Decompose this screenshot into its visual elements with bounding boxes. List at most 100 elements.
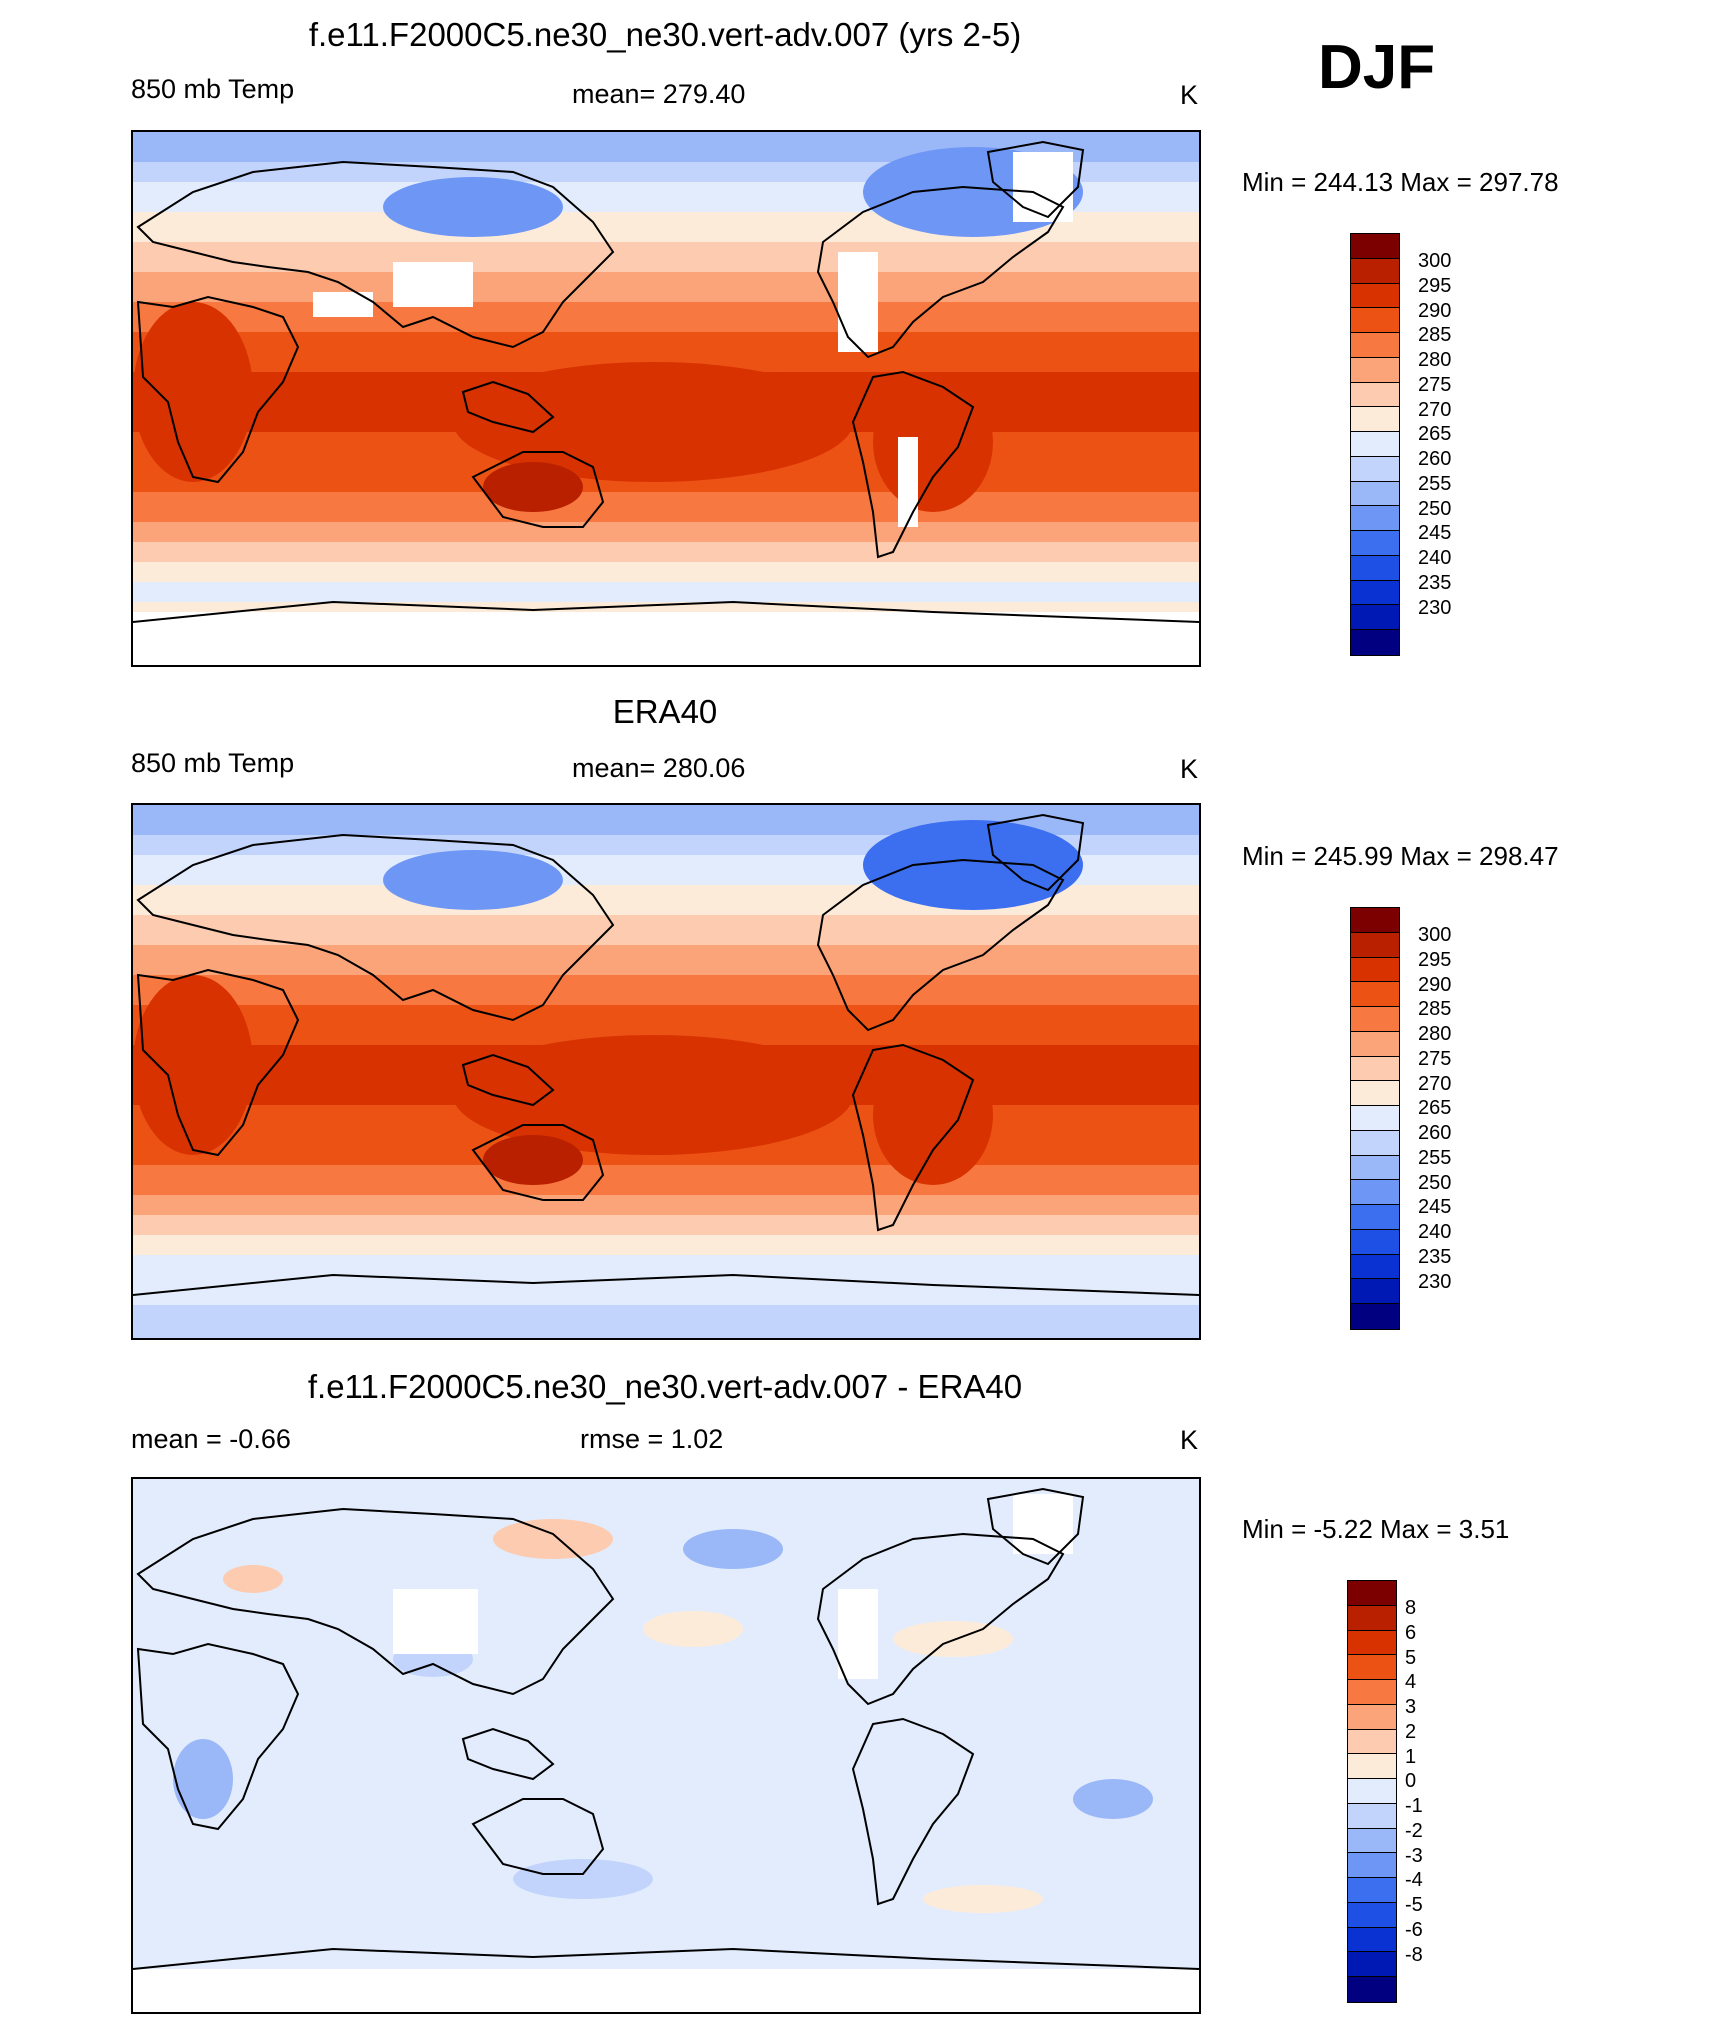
colorbar-swatch — [1351, 605, 1399, 630]
colorbar-tick-label: 290 — [1418, 299, 1452, 322]
colorbar-swatch — [1351, 1279, 1399, 1304]
panel-1-map — [131, 130, 1201, 667]
colorbar-swatch — [1348, 1853, 1396, 1878]
colorbar-swatch — [1348, 1704, 1396, 1730]
colorbar-tick-label: 245 — [1418, 1196, 1452, 1219]
colorbar-tick-label: 285 — [1418, 324, 1452, 347]
colorbar-swatch — [1348, 1803, 1396, 1829]
colorbar-tick-label: 270 — [1418, 398, 1452, 421]
colorbar-tick-label: 255 — [1418, 472, 1452, 495]
panel-2-title: ERA40 — [612, 693, 718, 730]
panel-3-map — [131, 1477, 1201, 2014]
colorbar-swatch — [1351, 555, 1399, 581]
colorbar-tick-label: 250 — [1418, 1171, 1452, 1194]
panel-2-map — [131, 803, 1201, 1340]
colorbar-swatch — [1351, 1304, 1399, 1329]
colorbar-tick-label: 240 — [1418, 1221, 1452, 1244]
colorbar-tick-label: 230 — [1418, 1270, 1452, 1293]
colorbar-swatch — [1348, 1902, 1396, 1928]
colorbar-swatch — [1348, 1655, 1396, 1680]
colorbar-tick-label: 295 — [1418, 274, 1452, 297]
colorbar-tick-label: 3 — [1405, 1696, 1417, 1719]
colorbar-tick-label: 255 — [1418, 1146, 1452, 1169]
colorbar-tick-label: 280 — [1418, 349, 1452, 372]
colorbar-tick-label: -6 — [1405, 1918, 1423, 1941]
colorbar-swatch — [1351, 630, 1399, 655]
season-label: DJF — [1318, 33, 1436, 102]
colorbar-tick-label: 265 — [1418, 1097, 1452, 1120]
colorbar-swatch — [1351, 258, 1399, 284]
colorbar-swatch — [1351, 1229, 1399, 1255]
colorbar-swatch — [1348, 1754, 1396, 1779]
colorbar-tick-label: 265 — [1418, 423, 1452, 446]
colorbar-tick-label: 230 — [1418, 596, 1452, 619]
colorbar-swatch — [1351, 1155, 1399, 1181]
colorbar-swatch — [1351, 333, 1399, 358]
colorbar-tick-label: 295 — [1418, 948, 1452, 971]
colorbar-tick-label: 280 — [1418, 1023, 1452, 1046]
colorbar-swatch — [1351, 1081, 1399, 1106]
colorbar-swatch — [1348, 1729, 1396, 1755]
colorbar-tick-label: 240 — [1418, 547, 1452, 570]
colorbar-tick-label: 270 — [1418, 1072, 1452, 1095]
colorbar-tick-label: -5 — [1405, 1894, 1423, 1917]
panel-1-variable-label: 850 mb Temp — [131, 74, 295, 104]
panel-3-units-label: K — [1180, 1425, 1199, 1455]
panel-2-variable-label: 850 mb Temp — [131, 748, 295, 778]
panel-3-colorbar — [1347, 1580, 1397, 2003]
colorbar-swatch — [1351, 234, 1399, 259]
panel-2-units-label: K — [1180, 754, 1199, 784]
colorbar-swatch — [1351, 1254, 1399, 1280]
colorbar-tick-label: 0 — [1405, 1770, 1417, 1793]
colorbar-swatch — [1348, 1828, 1396, 1854]
colorbar-swatch — [1351, 957, 1399, 983]
colorbar-tick-label: 285 — [1418, 998, 1452, 1021]
colorbar-tick-label: 235 — [1418, 571, 1452, 594]
panel-1-title: f.e11.F2000C5.ne30_ne30.vert-adv.007 (yr… — [308, 16, 1022, 53]
panel-3-rmse-label: rmse = 1.02 — [580, 1424, 724, 1454]
colorbar-tick-label: 2 — [1405, 1720, 1417, 1743]
colorbar-swatch — [1351, 1031, 1399, 1057]
colorbar-swatch — [1351, 456, 1399, 482]
colorbar-tick-label: 235 — [1418, 1245, 1452, 1268]
panel-2-minmax: Min = 245.99 Max = 298.47 — [1242, 841, 1559, 871]
panel-3-mean-label: mean = -0.66 — [131, 1424, 291, 1454]
colorbar-swatch — [1351, 1205, 1399, 1230]
colorbar-swatch — [1351, 308, 1399, 333]
colorbar-swatch — [1348, 1630, 1396, 1656]
colorbar-tick-label: -2 — [1405, 1819, 1423, 1842]
colorbar-swatch — [1348, 1977, 1396, 2002]
colorbar-tick-label: 4 — [1405, 1671, 1417, 1694]
colorbar-swatch — [1351, 283, 1399, 309]
colorbar-swatch — [1348, 1581, 1396, 1606]
colorbar-tick-label: -3 — [1405, 1844, 1423, 1867]
colorbar-swatch — [1351, 1007, 1399, 1032]
colorbar-swatch — [1351, 531, 1399, 556]
colorbar-swatch — [1351, 1056, 1399, 1082]
colorbar-tick-label: -8 — [1405, 1943, 1423, 1966]
colorbar-swatch — [1351, 1180, 1399, 1205]
panel-3-title: f.e11.F2000C5.ne30_ne30.vert-adv.007 - E… — [307, 1368, 1023, 1405]
colorbar-tick-label: 250 — [1418, 497, 1452, 520]
colorbar-swatch — [1351, 932, 1399, 958]
colorbar-swatch — [1348, 1605, 1396, 1631]
colorbar-tick-label: 6 — [1405, 1621, 1417, 1644]
colorbar-tick-label: 275 — [1418, 1047, 1452, 1070]
panel-1-mean-label: mean= 279.40 — [572, 79, 746, 109]
colorbar-swatch — [1351, 982, 1399, 1007]
colorbar-swatch — [1351, 580, 1399, 606]
panel-2-colorbar-labels: 300 295 290 285 280 275 270 265 260 255 250 245 240 2… — [1418, 920, 1478, 1320]
colorbar-swatch — [1351, 382, 1399, 408]
colorbar-tick-label: 1 — [1405, 1745, 1417, 1768]
colorbar-tick-label: 5 — [1405, 1646, 1417, 1669]
colorbar-tick-label: 8 — [1405, 1597, 1417, 1619]
panel-1-colorbar-labels: 300 295 290 285 280 275 270 265 260 255 250 245 240 2… — [1418, 246, 1478, 646]
colorbar-tick-label: 300 — [1418, 924, 1452, 946]
colorbar-tick-label: 260 — [1418, 1122, 1452, 1145]
panel-2-colorbar — [1350, 907, 1400, 1330]
panel-3-minmax: Min = -5.22 Max = 3.51 — [1242, 1514, 1510, 1544]
colorbar-swatch — [1348, 1952, 1396, 1977]
colorbar-swatch — [1348, 1927, 1396, 1953]
colorbar-tick-label: 275 — [1418, 373, 1452, 396]
colorbar-swatch — [1351, 908, 1399, 933]
